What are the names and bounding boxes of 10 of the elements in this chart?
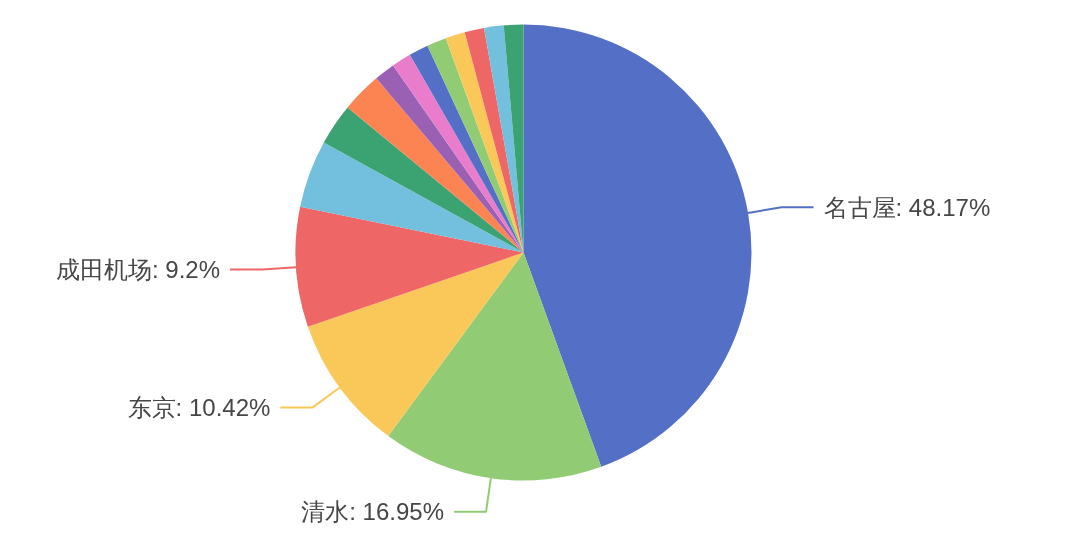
slice-label: 东京: 10.42%	[127, 394, 271, 422]
slice-label: 清水: 16.95%	[301, 498, 445, 526]
pie-slice	[393, 54, 524, 253]
slice-label: 成田机场: 9.2%	[56, 255, 221, 283]
pie-slice	[445, 32, 524, 253]
pie-slice	[503, 24, 524, 253]
pie-slice	[347, 78, 524, 253]
pie-slice	[323, 107, 524, 253]
slice-label: 名古屋: 48.17%	[823, 193, 991, 221]
pie-slice	[300, 142, 524, 253]
